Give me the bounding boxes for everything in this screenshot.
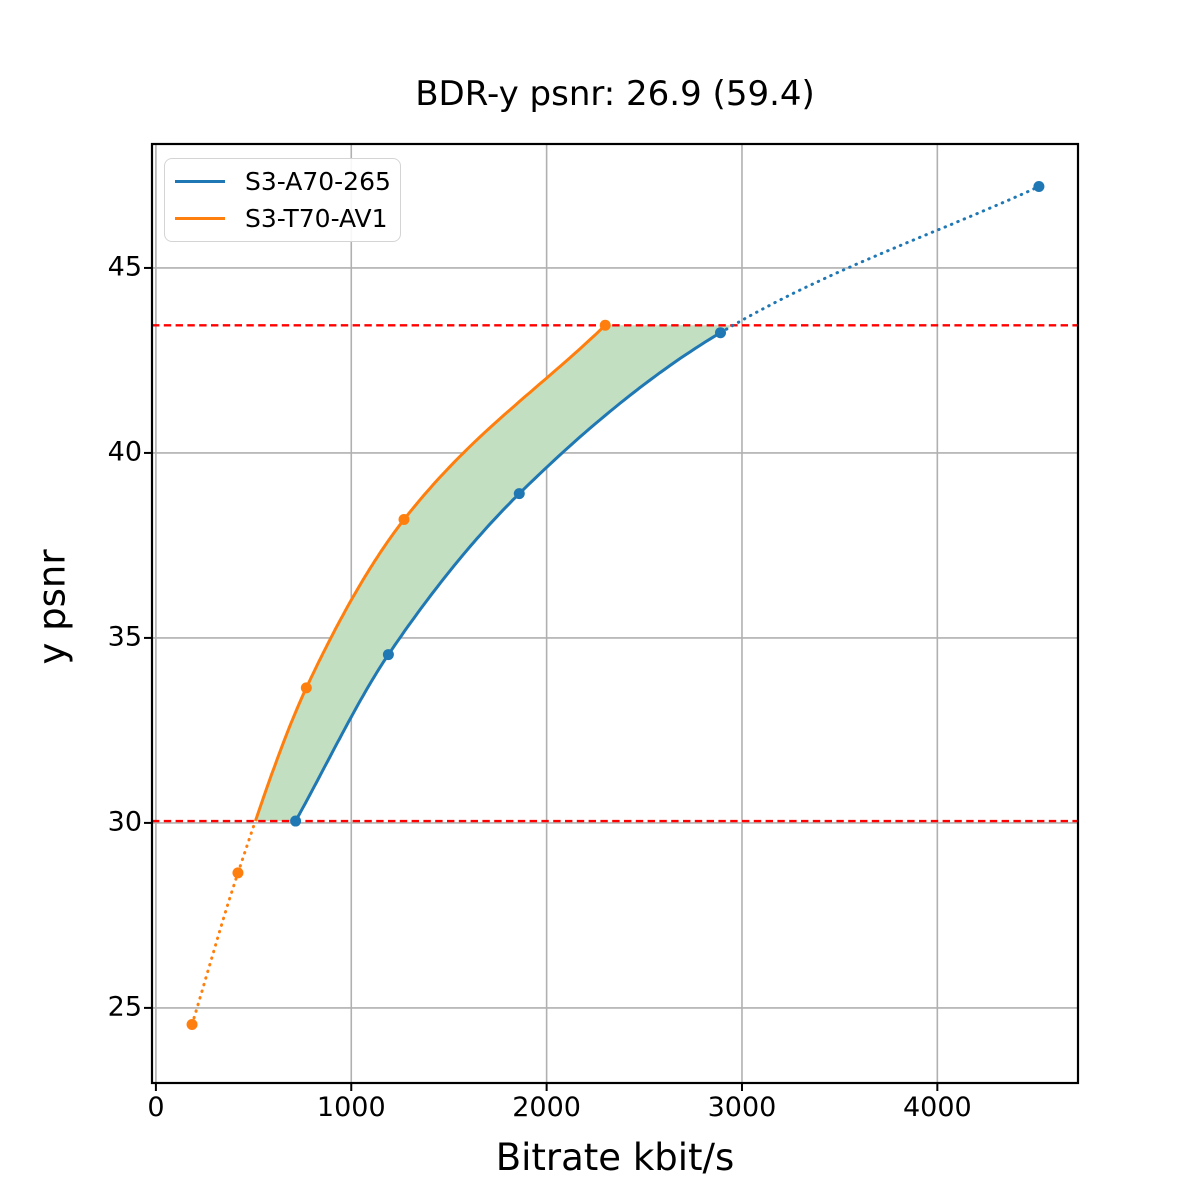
legend-item: S3-A70-265 xyxy=(165,167,400,197)
legend-item: S3-T70-AV1 xyxy=(165,204,400,234)
legend-line-swatch xyxy=(175,216,225,221)
x-tick-label: 0 xyxy=(147,1092,165,1123)
data-point-S3-T70-AV1 xyxy=(232,867,244,879)
data-point-S3-T70-AV1 xyxy=(599,319,611,331)
bd-shaded-region xyxy=(255,325,734,822)
data-point-S3-A70-265 xyxy=(714,327,726,339)
y-tick-label: 40 xyxy=(107,436,142,468)
series-line-S3-A70-265 xyxy=(294,331,722,822)
data-point-S3-T70-AV1 xyxy=(398,514,410,526)
y-tick-label: 30 xyxy=(107,806,142,838)
y-tick-label: 45 xyxy=(107,251,142,283)
y-tick-label: 25 xyxy=(107,991,142,1023)
data-point-S3-A70-265 xyxy=(382,649,394,661)
legend-line-swatch xyxy=(175,179,225,184)
x-tick-label: 4000 xyxy=(902,1092,972,1123)
data-point-S3-T70-AV1 xyxy=(300,682,312,694)
legend: S3-A70-265 S3-T70-AV1 xyxy=(164,158,401,242)
data-point-S3-A70-265 xyxy=(290,815,302,827)
x-tick-label: 1000 xyxy=(316,1092,386,1123)
legend-item-label: S3-T70-AV1 xyxy=(245,204,388,233)
series-line-dotted-tail-S3-A70-265 xyxy=(719,185,1041,335)
legend-item-label: S3-A70-265 xyxy=(245,167,391,196)
x-axis-label: Bitrate kbit/s xyxy=(495,1136,735,1179)
chart-title: BDR-y psnr: 26.9 (59.4) xyxy=(415,74,815,114)
data-point-S3-A70-265 xyxy=(513,488,525,500)
y-tick-label: 35 xyxy=(107,621,142,653)
series-line-S3-T70-AV1 xyxy=(253,324,607,822)
x-tick-label: 3000 xyxy=(707,1092,777,1123)
series-line-dotted-head-S3-T70-AV1 xyxy=(190,819,257,1026)
data-point-S3-T70-AV1 xyxy=(186,1019,198,1031)
data-point-S3-A70-265 xyxy=(1033,181,1045,193)
axes-frame xyxy=(150,142,1080,1085)
x-tick-label: 2000 xyxy=(512,1092,581,1123)
